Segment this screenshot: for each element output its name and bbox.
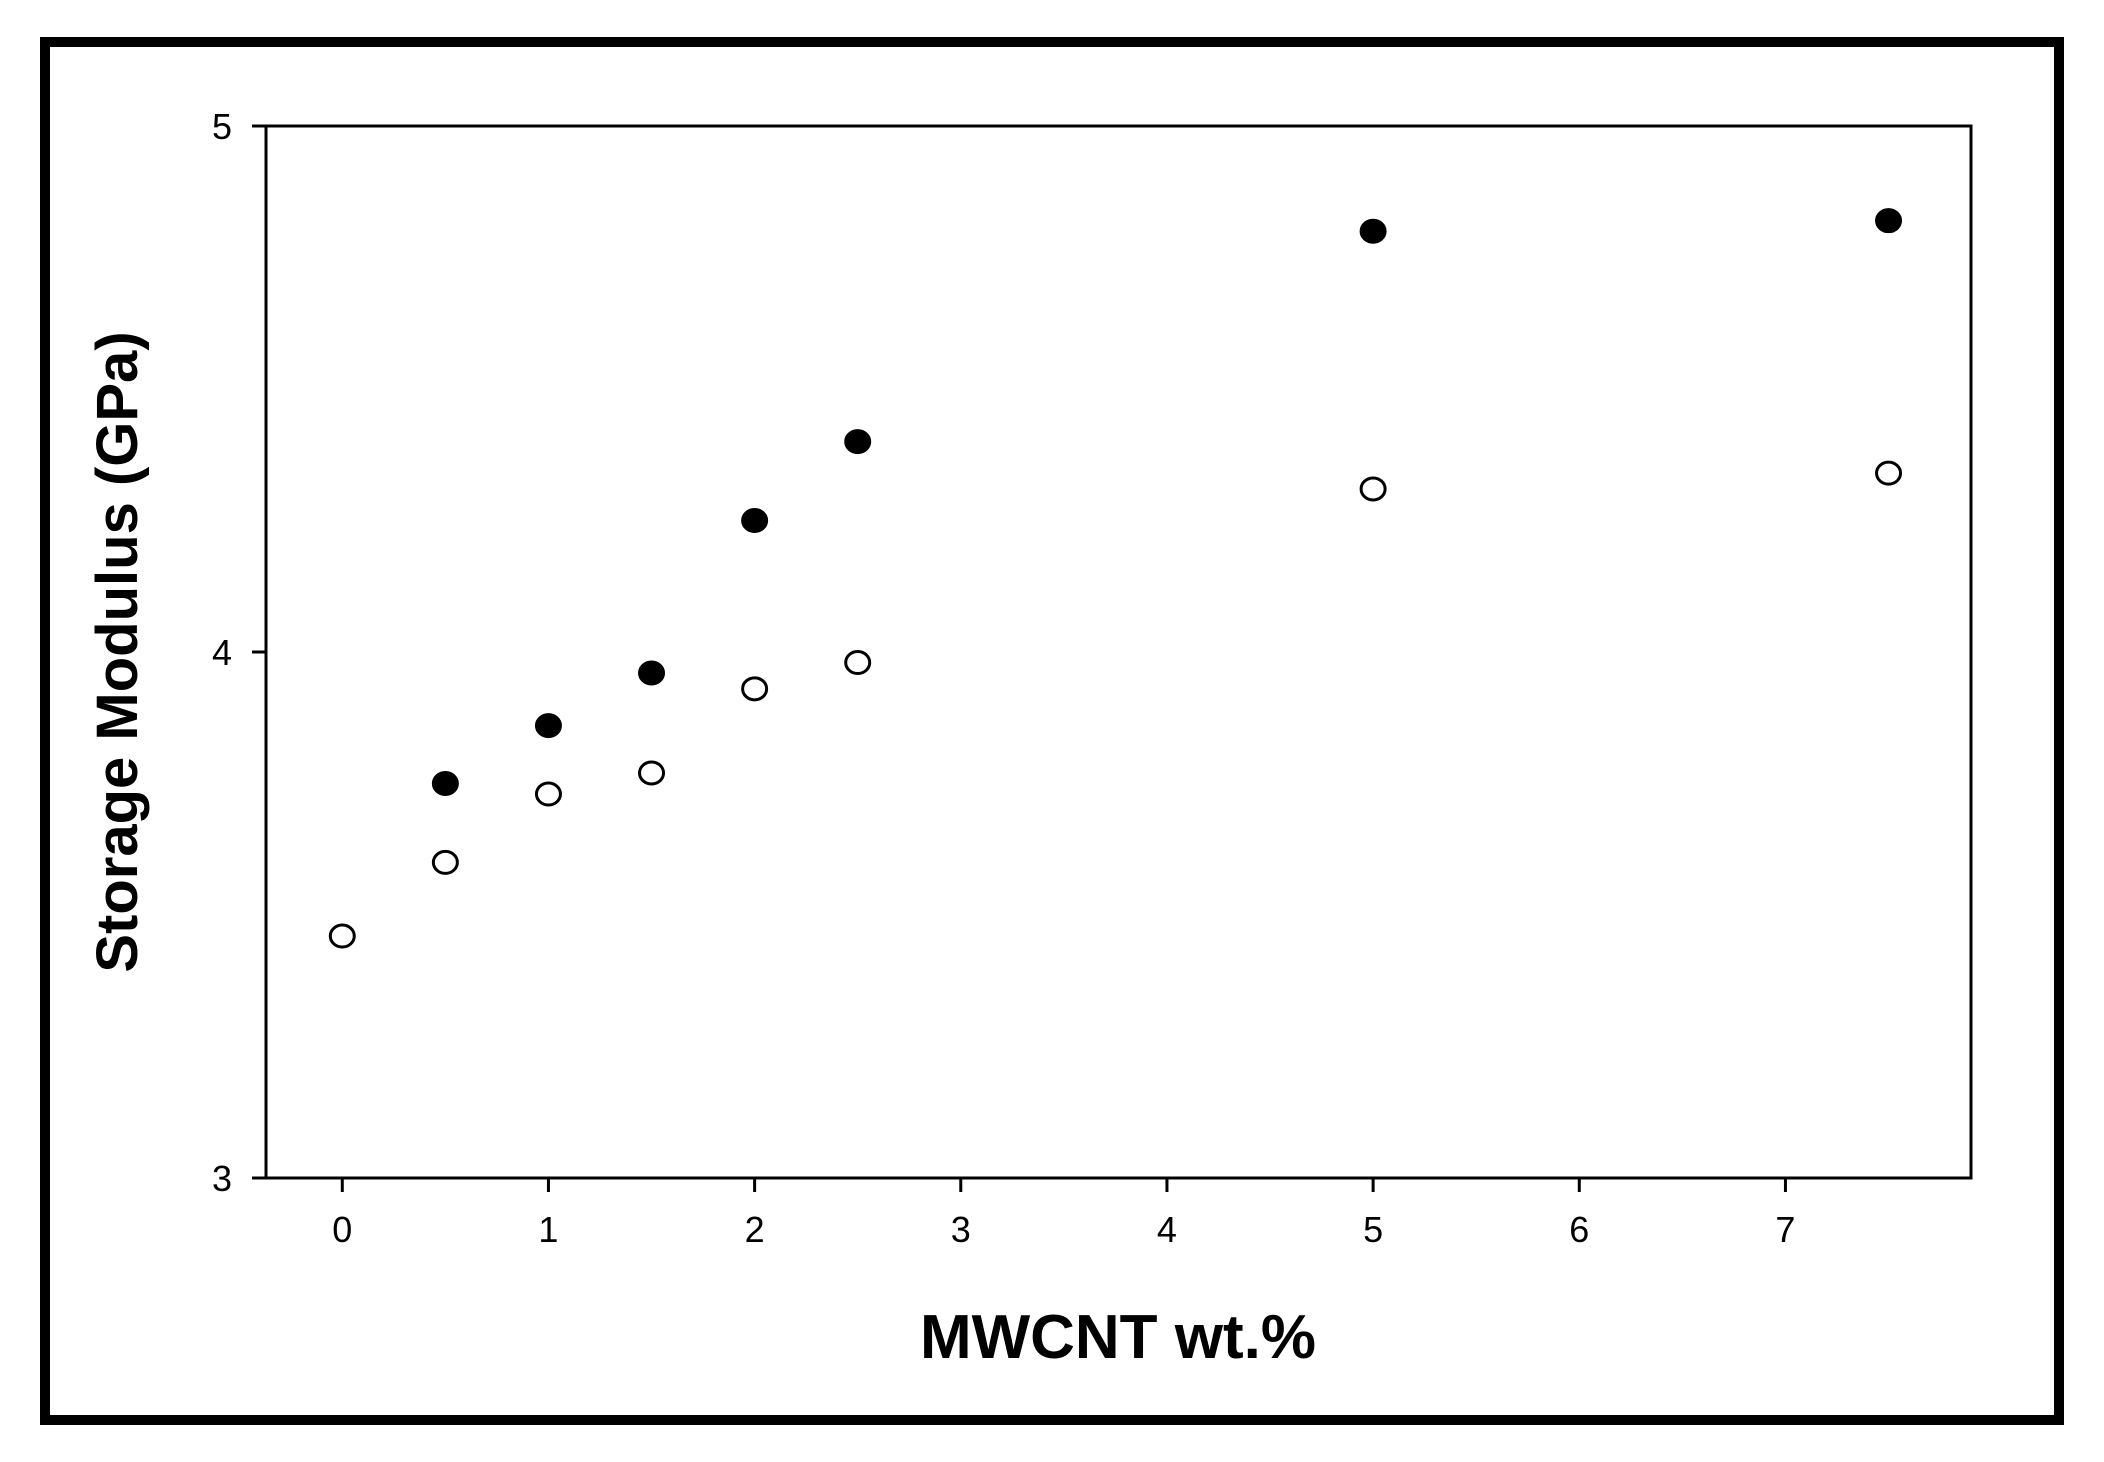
filled-data-point — [1359, 218, 1387, 244]
x-axis: 0 1 2 3 4 5 6 7 — [332, 1178, 1795, 1250]
y-axis-title: Storage Modulus (GPa) — [85, 331, 150, 972]
open-data-point — [638, 760, 666, 786]
open-data-point — [741, 676, 769, 702]
open-data-point — [1875, 460, 1903, 486]
data-points — [328, 208, 1903, 949]
x-tick-label: 5 — [1363, 1209, 1383, 1250]
y-tick-label: 3 — [212, 1158, 232, 1199]
plot-area — [264, 124, 1973, 1180]
x-axis-title: MWCNT wt.% — [920, 1303, 1316, 1372]
x-tick-label: 0 — [332, 1209, 352, 1250]
y-tick-label: 5 — [212, 106, 232, 147]
open-data-point — [431, 849, 459, 875]
x-tick-label: 3 — [951, 1209, 971, 1250]
x-tick-label: 2 — [745, 1209, 765, 1250]
open-data-point — [1359, 476, 1387, 502]
figure-frame — [40, 37, 2064, 1425]
open-data-point — [328, 923, 356, 949]
x-tick-label: 7 — [1775, 1209, 1795, 1250]
filled-data-point — [638, 660, 666, 686]
filled-data-point — [431, 771, 459, 796]
y-tick-label: 4 — [212, 632, 232, 673]
x-tick-label: 4 — [1157, 1209, 1177, 1250]
filled-data-point — [1875, 208, 1903, 234]
open-data-point — [844, 650, 872, 676]
filled-data-point — [534, 713, 562, 739]
open-data-point — [534, 781, 562, 807]
filled-data-point — [844, 429, 872, 455]
x-tick-label: 6 — [1569, 1209, 1589, 1250]
filled-data-point — [741, 508, 769, 533]
x-tick-label: 1 — [538, 1209, 558, 1250]
y-axis: 3 4 5 — [212, 106, 266, 1199]
